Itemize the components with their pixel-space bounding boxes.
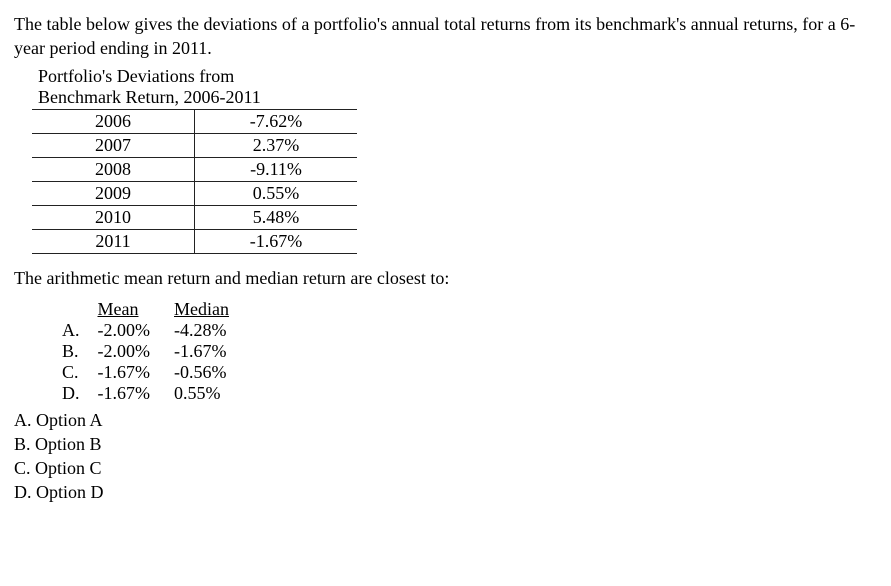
answer-row: D. -1.67% 0.55% <box>62 383 241 404</box>
year-cell: 2008 <box>32 157 195 181</box>
answer-median: -4.28% <box>162 320 241 341</box>
answers-inner-table: Mean Median A. -2.00% -4.28% B. -2.00% -… <box>62 299 241 404</box>
table-row: 2008 -9.11% <box>32 157 357 181</box>
answer-mean: -1.67% <box>86 383 163 404</box>
table-row: 2011 -1.67% <box>32 229 357 253</box>
table-row: 2010 5.48% <box>32 205 357 229</box>
answer-median: 0.55% <box>162 383 241 404</box>
answer-label: C. <box>62 362 86 383</box>
option-d[interactable]: D. Option D <box>14 480 877 504</box>
table-row: 2006 -7.62% <box>32 109 357 133</box>
blank-cell <box>62 299 86 320</box>
value-cell: -7.62% <box>195 109 358 133</box>
year-cell: 2011 <box>32 229 195 253</box>
answer-row: B. -2.00% -1.67% <box>62 341 241 362</box>
answer-median: -0.56% <box>162 362 241 383</box>
answer-median: -1.67% <box>162 341 241 362</box>
table-title-line2: Benchmark Return, 2006-2011 <box>38 87 351 108</box>
year-cell: 2006 <box>32 109 195 133</box>
table-header: Portfolio's Deviations from Benchmark Re… <box>32 65 357 110</box>
question-text: The arithmetic mean return and median re… <box>14 268 877 289</box>
mean-header: Mean <box>86 299 163 320</box>
option-b[interactable]: B. Option B <box>14 432 877 456</box>
option-c[interactable]: C. Option C <box>14 456 877 480</box>
answers-header-row: Mean Median <box>62 299 241 320</box>
year-cell: 2007 <box>32 133 195 157</box>
value-cell: 2.37% <box>195 133 358 157</box>
answer-label: B. <box>62 341 86 362</box>
answer-mean: -2.00% <box>86 320 163 341</box>
table-title-line1: Portfolio's Deviations from <box>38 66 351 87</box>
answer-mean: -1.67% <box>86 362 163 383</box>
intro-text: The table below gives the deviations of … <box>14 12 877 61</box>
answer-row: C. -1.67% -0.56% <box>62 362 241 383</box>
value-cell: -9.11% <box>195 157 358 181</box>
deviations-table-wrap: Portfolio's Deviations from Benchmark Re… <box>32 65 877 254</box>
median-header: Median <box>162 299 241 320</box>
table-row: 2009 0.55% <box>32 181 357 205</box>
answer-mean: -2.00% <box>86 341 163 362</box>
year-cell: 2009 <box>32 181 195 205</box>
value-cell: -1.67% <box>195 229 358 253</box>
value-cell: 0.55% <box>195 181 358 205</box>
option-a[interactable]: A. Option A <box>14 408 877 432</box>
answer-label: D. <box>62 383 86 404</box>
multiple-choice-options: A. Option A B. Option B C. Option C D. O… <box>14 408 877 505</box>
value-cell: 5.48% <box>195 205 358 229</box>
year-cell: 2010 <box>32 205 195 229</box>
deviations-table: Portfolio's Deviations from Benchmark Re… <box>32 65 357 254</box>
answer-label: A. <box>62 320 86 341</box>
answer-row: A. -2.00% -4.28% <box>62 320 241 341</box>
table-row: 2007 2.37% <box>32 133 357 157</box>
